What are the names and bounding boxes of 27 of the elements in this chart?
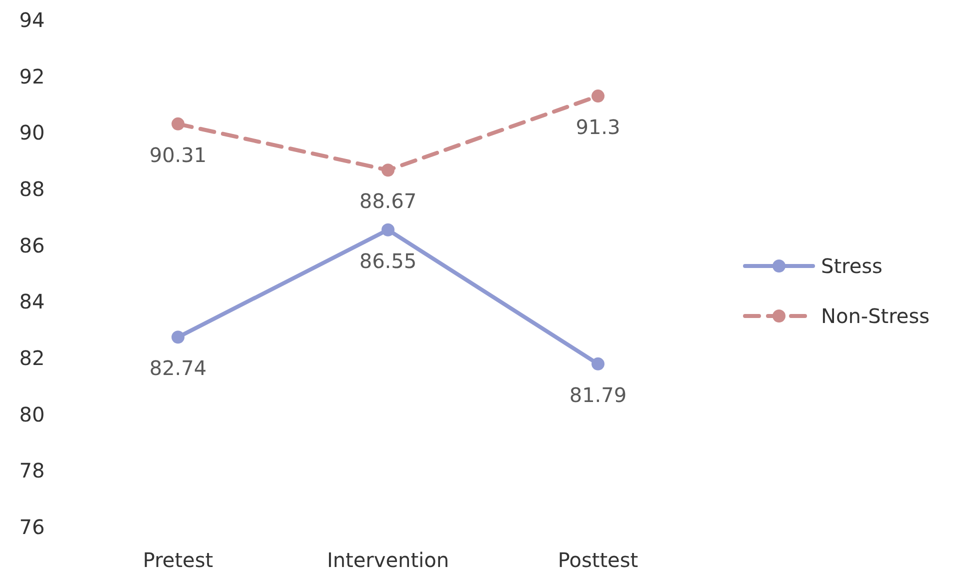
legend-label: Stress (821, 254, 882, 278)
y-tick-label: 78 (19, 458, 45, 483)
x-tick-label: Intervention (326, 548, 450, 572)
point (382, 164, 394, 177)
point (592, 90, 604, 103)
y-tick-label: 86 (19, 233, 45, 258)
y-tick-label: 80 (19, 402, 45, 426)
point (592, 357, 604, 370)
data-label: 91.3 (576, 115, 620, 140)
data-label: 86.55 (359, 248, 417, 273)
x-tick-label: Pretest (142, 548, 214, 572)
y-tick-label: 92 (19, 64, 45, 88)
x-tick-label: Posttest (558, 548, 638, 572)
y-tick-label: 94 (19, 8, 45, 32)
y-tick-label: 88 (19, 177, 45, 201)
data-label: 82.74 (149, 356, 207, 380)
data-label: 88.67 (359, 189, 417, 214)
y-tick-label: 76 (19, 515, 45, 539)
point (172, 117, 184, 130)
legend-label: Non-Stress (821, 304, 930, 328)
point (382, 223, 394, 236)
y-tick-label: 90 (19, 120, 45, 145)
point (172, 330, 184, 344)
data-label: 81.79 (569, 382, 627, 407)
data-label: 90.31 (149, 142, 207, 167)
y-tick-label: 84 (19, 290, 45, 314)
y-tick-label: 82 (19, 346, 45, 370)
